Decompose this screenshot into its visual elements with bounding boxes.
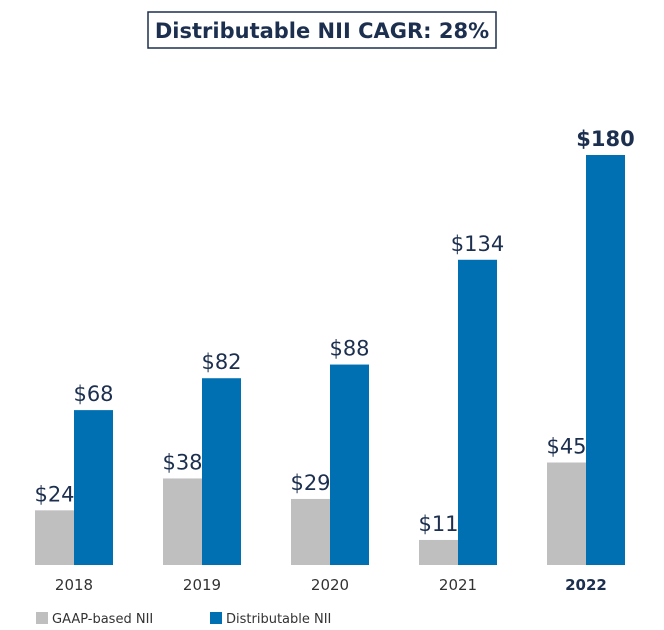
bar	[419, 539, 458, 565]
bar	[35, 510, 74, 565]
x-tick-label: 2019	[183, 576, 221, 594]
legend-swatch	[210, 612, 222, 624]
title-box	[147, 11, 497, 49]
x-tick-label: 2018	[55, 576, 93, 594]
value-label: $180	[576, 127, 634, 151]
bar	[586, 155, 625, 565]
x-tick-label: 2021	[439, 576, 477, 594]
bar	[202, 378, 241, 565]
chart-title: Distributable NII CAGR: 28%	[155, 19, 489, 43]
bar	[547, 462, 586, 565]
value-label: $45	[546, 435, 586, 459]
bar	[74, 410, 113, 565]
legend-label: Distributable NII	[226, 612, 331, 627]
bar	[291, 498, 330, 565]
legend-swatch	[36, 612, 48, 624]
value-label: $38	[162, 450, 202, 474]
bar	[163, 478, 202, 565]
bar	[330, 364, 369, 565]
value-label: $82	[201, 350, 241, 374]
value-label: $24	[34, 482, 74, 506]
value-label: $11	[418, 512, 458, 536]
value-label: $134	[451, 232, 504, 256]
x-tick-label: 2022	[565, 576, 607, 594]
legend-label: GAAP-based NII	[52, 612, 153, 627]
value-label: $29	[290, 471, 330, 495]
value-label: $68	[73, 382, 113, 406]
x-tick-label: 2020	[311, 576, 349, 594]
value-label: $88	[329, 337, 369, 361]
bar	[458, 259, 497, 565]
